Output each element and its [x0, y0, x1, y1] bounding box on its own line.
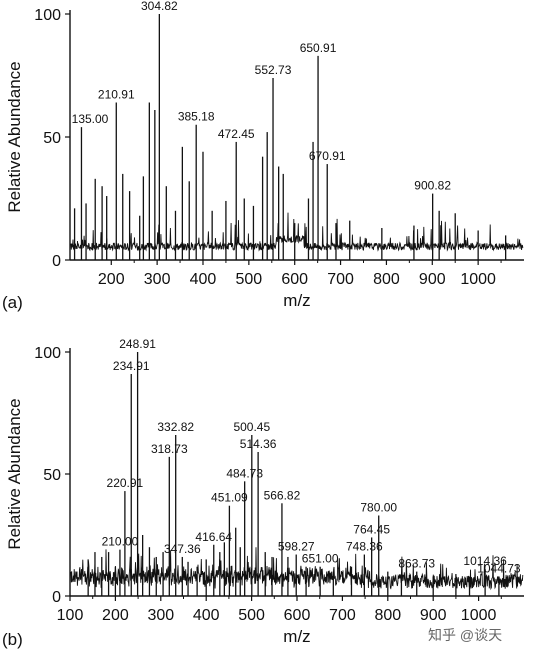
peak-label: 514.36 — [240, 437, 277, 451]
peak-label: 670.91 — [309, 149, 346, 163]
peak-label: 210.91 — [98, 88, 135, 102]
peak-label: 780.00 — [360, 500, 397, 514]
y-tick-label: 100 — [34, 7, 61, 24]
x-tick-label: 900 — [419, 271, 446, 288]
x-tick-label: 700 — [329, 607, 356, 624]
x-axis-label: m/z — [283, 627, 310, 646]
x-tick-label: 900 — [420, 607, 447, 624]
y-tick-label: 0 — [52, 253, 61, 270]
y-tick-label: 100 — [34, 345, 61, 362]
x-tick-label: 1000 — [461, 607, 497, 624]
peak-label: 416.64 — [195, 530, 232, 544]
peak-label: 210.00 — [102, 535, 139, 549]
panel-label: (b) — [2, 630, 23, 649]
y-tick-label: 50 — [43, 467, 61, 484]
y-axis-label: Relative Abundance — [5, 61, 24, 212]
y-tick-label: 0 — [52, 589, 61, 606]
baseline-noise-trace — [70, 547, 524, 591]
peak-label: 451.09 — [211, 491, 248, 505]
spectrum-panel-a: 0 50 100 200 300 400 500 600 700 800 900 1000 Relati… — [2, 0, 524, 312]
peak-label: 598.27 — [278, 540, 315, 554]
peak-label: 347.36 — [164, 542, 201, 556]
x-tick-label: 300 — [144, 271, 171, 288]
x-tick-label: 100 — [57, 607, 84, 624]
peak-label: 304.82 — [141, 0, 178, 13]
x-tick-label: 500 — [235, 271, 262, 288]
peak-label: 220.91 — [107, 476, 144, 490]
peak-label: 472.45 — [218, 127, 255, 141]
x-tick-label: 200 — [102, 607, 129, 624]
x-tick-label: 500 — [238, 607, 265, 624]
x-tick-label: 800 — [373, 271, 400, 288]
peak-label: 748.36 — [346, 540, 383, 554]
x-tick-label: 200 — [98, 271, 125, 288]
x-tick-label: 600 — [281, 271, 308, 288]
x-tick-label: 400 — [193, 607, 220, 624]
x-tick-label: 700 — [327, 271, 354, 288]
peak-label: 248.91 — [119, 337, 156, 351]
y-tick-label: 50 — [43, 130, 61, 147]
peak-label: 863.73 — [398, 557, 435, 571]
peak-label: 1044.73 — [477, 561, 521, 575]
peak-label: 552.73 — [255, 63, 292, 77]
peak-label: 484.73 — [226, 466, 263, 480]
peak-label: 764.45 — [353, 522, 390, 536]
peak-label: 1014.36 — [463, 554, 507, 568]
peak-label: 500.45 — [233, 420, 270, 434]
y-axis-label: Relative Abundance — [5, 398, 24, 549]
peak-label: 385.18 — [178, 110, 215, 124]
peak-label: 135.00 — [72, 112, 109, 126]
peak-label: 566.82 — [264, 488, 301, 502]
peak-label: 650.91 — [300, 41, 337, 55]
x-axis-label: m/z — [283, 291, 310, 310]
x-tick-label: 400 — [190, 271, 217, 288]
watermark-text: 知乎 @谈天 — [428, 627, 502, 643]
panel-label: (a) — [2, 293, 23, 312]
spectrum-panel-b: 0 50 100 100 200 300 400 500 600 700 800 900 1000 Rel… — [2, 337, 524, 649]
x-tick-label: 300 — [147, 607, 174, 624]
peak-label: 318.73 — [151, 442, 188, 456]
x-tick-label: 1000 — [460, 271, 496, 288]
peak-label: 651.00 — [302, 552, 339, 566]
peak-label: 332.82 — [157, 420, 194, 434]
peak-label: 234.91 — [113, 359, 150, 373]
x-tick-label: 800 — [374, 607, 401, 624]
peak-label: 900.82 — [414, 179, 451, 193]
baseline-noise-trace — [70, 212, 524, 252]
x-tick-label: 600 — [284, 607, 311, 624]
